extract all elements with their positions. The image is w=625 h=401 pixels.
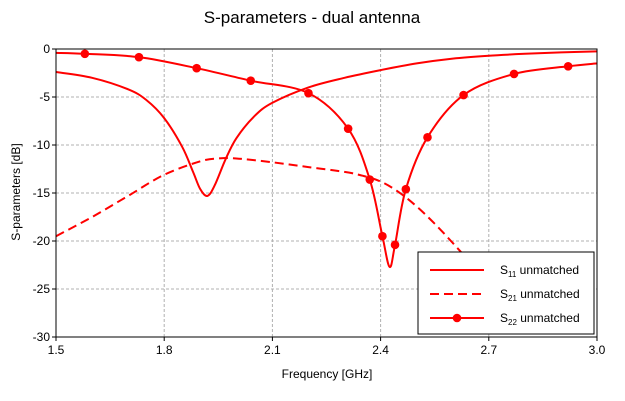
series-point-22 xyxy=(390,240,400,250)
series-line-11 xyxy=(56,50,597,197)
x-tick-label: 2.1 xyxy=(264,343,281,357)
series-point-22 xyxy=(80,49,90,59)
y-tick-label: -15 xyxy=(33,186,51,200)
series-point-22 xyxy=(343,124,353,133)
y-tick-label: -5 xyxy=(39,90,50,104)
series-point-22 xyxy=(509,69,519,79)
plot-frame xyxy=(55,48,598,338)
series-line-21 xyxy=(56,157,481,276)
legend-label-22: S22 unmatched xyxy=(500,311,580,327)
series-point-22 xyxy=(246,76,256,85)
series-point-22 xyxy=(304,88,313,98)
series-point-22 xyxy=(563,61,573,71)
series-point-22 xyxy=(365,175,375,184)
tick-layer: 1.5 1.8 2.1 2.4 2.7 3.0 0 -5 -10 -15 -20 -25 -30 xyxy=(33,42,606,357)
y-tick-label: -25 xyxy=(33,282,51,296)
x-tick-label: 2.4 xyxy=(372,343,389,357)
grid-layer xyxy=(56,49,597,337)
y-tick-label: -30 xyxy=(33,330,51,344)
series-layer xyxy=(56,49,597,276)
series-point-22 xyxy=(192,63,201,73)
legend-label-11: S11 unmatched xyxy=(500,263,579,279)
y-tick-label: -10 xyxy=(33,138,51,152)
legend-label-21: S21 unmatched xyxy=(500,287,580,303)
y-tick-label: 0 xyxy=(43,42,50,56)
y-axis-label: S-parameters [dB] xyxy=(9,143,23,240)
series-point-22 xyxy=(459,90,468,100)
chart-title: S-parameters - dual antenna xyxy=(204,8,421,27)
series-point-22 xyxy=(134,52,144,62)
series-point-22 xyxy=(401,184,411,194)
x-tick-label: 1.5 xyxy=(48,343,65,357)
series-point-22 xyxy=(423,133,432,142)
x-tick-label: 1.8 xyxy=(156,343,173,357)
x-axis-label: Frequency [GHz] xyxy=(282,367,373,381)
legend: S11 unmatched S21 unmatched S22 unmatched xyxy=(417,251,595,335)
series-line-22 xyxy=(56,51,597,268)
x-tick-label: 3.0 xyxy=(589,343,606,357)
x-tick-label: 2.7 xyxy=(480,343,497,357)
legend-marker-22 xyxy=(452,313,462,323)
y-tick-label: -20 xyxy=(33,234,51,248)
series-point-22 xyxy=(378,231,387,241)
